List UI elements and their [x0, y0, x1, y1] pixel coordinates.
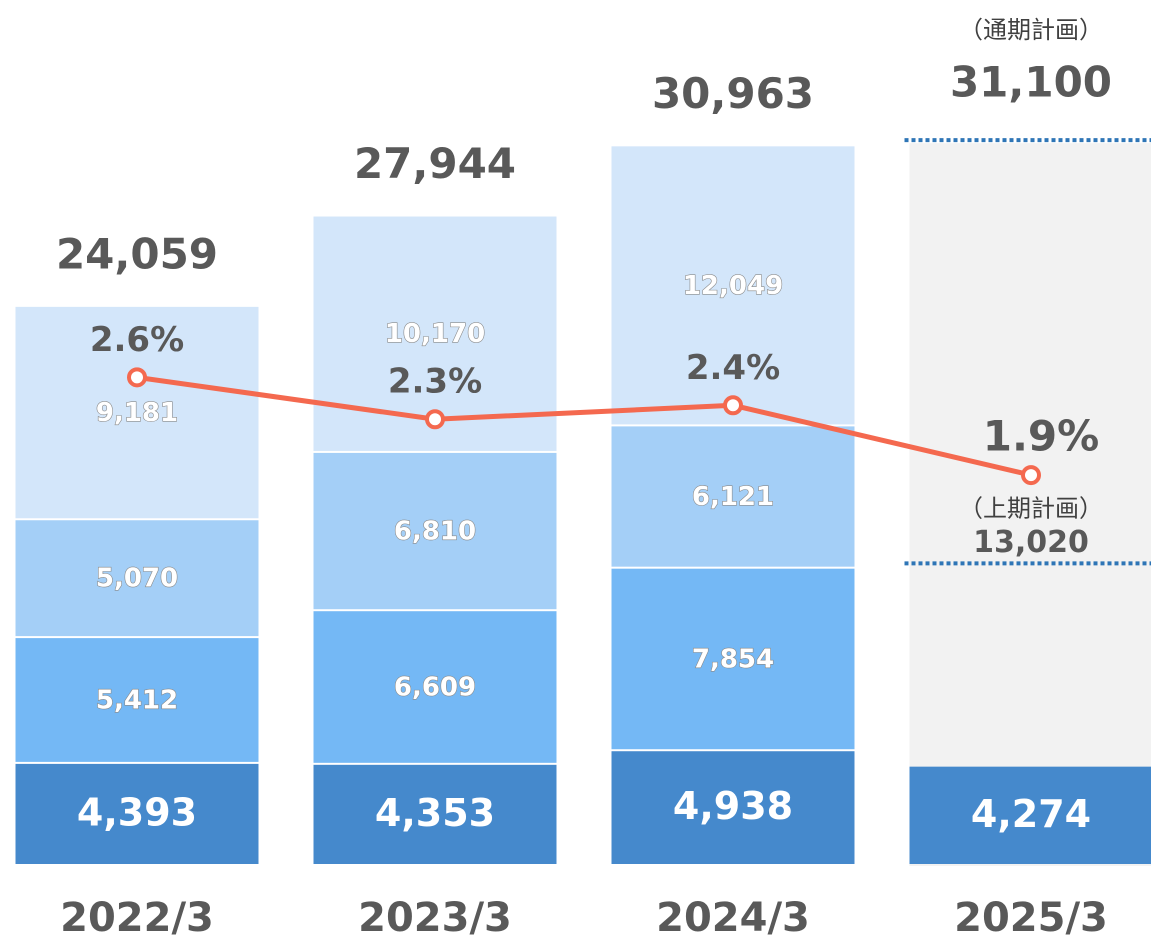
segment-label: 5,070 — [96, 564, 178, 594]
plan-half-value: 13,020 — [973, 525, 1089, 560]
segment-label: 6,609 — [394, 673, 476, 703]
bar-segment — [611, 568, 855, 750]
ratio-point — [425, 409, 445, 430]
segment-label: 6,121 — [692, 482, 774, 512]
category-label: 2024/3 — [656, 895, 810, 941]
plan-full-label: （通期計画） — [959, 16, 1103, 44]
plan-half-label: （上期計画） — [959, 494, 1103, 522]
bar-segment — [313, 452, 557, 610]
ratio-point — [723, 395, 743, 416]
total-label: 24,059 — [56, 229, 218, 278]
bar-segment — [611, 426, 855, 567]
category-label: 2025/3 — [954, 895, 1108, 941]
segment-label: 10,170 — [385, 319, 485, 349]
ratio-label: 2.3% — [388, 362, 482, 402]
ratio-label: 1.9% — [983, 412, 1099, 461]
ratio-point — [127, 367, 147, 388]
bar-segment — [15, 763, 259, 864]
bar-segment — [611, 146, 855, 425]
bar-segment — [15, 638, 259, 762]
category-label: 2023/3 — [358, 895, 512, 941]
segment-label: 4,393 — [77, 790, 197, 834]
ratio-line — [136, 374, 1032, 478]
segment-label: 4,353 — [375, 791, 495, 835]
bar-segment — [313, 611, 557, 763]
segment-label: 5,412 — [96, 685, 178, 715]
segment-label: 4,274 — [971, 792, 1091, 836]
ratio-label: 2.6% — [90, 320, 184, 360]
total-label: 31,100 — [950, 58, 1112, 107]
segment-label: 7,854 — [692, 644, 774, 674]
bar-segment — [611, 751, 855, 864]
bar-segment — [15, 520, 259, 637]
segment-label: 4,938 — [673, 784, 793, 828]
segment-label: 6,810 — [394, 517, 476, 547]
segment-label: 9,181 — [96, 398, 178, 428]
bar-segment — [909, 766, 1151, 864]
category-label: 2022/3 — [60, 895, 214, 941]
total-label: 30,963 — [652, 69, 814, 118]
ratio-label: 2.4% — [686, 348, 780, 388]
plan-area — [909, 143, 1151, 866]
segment-label: 12,049 — [683, 271, 783, 301]
bar-segment — [313, 764, 557, 864]
bar-segment — [15, 306, 259, 519]
ratio-point — [1021, 465, 1041, 486]
total-label: 27,944 — [354, 139, 516, 188]
